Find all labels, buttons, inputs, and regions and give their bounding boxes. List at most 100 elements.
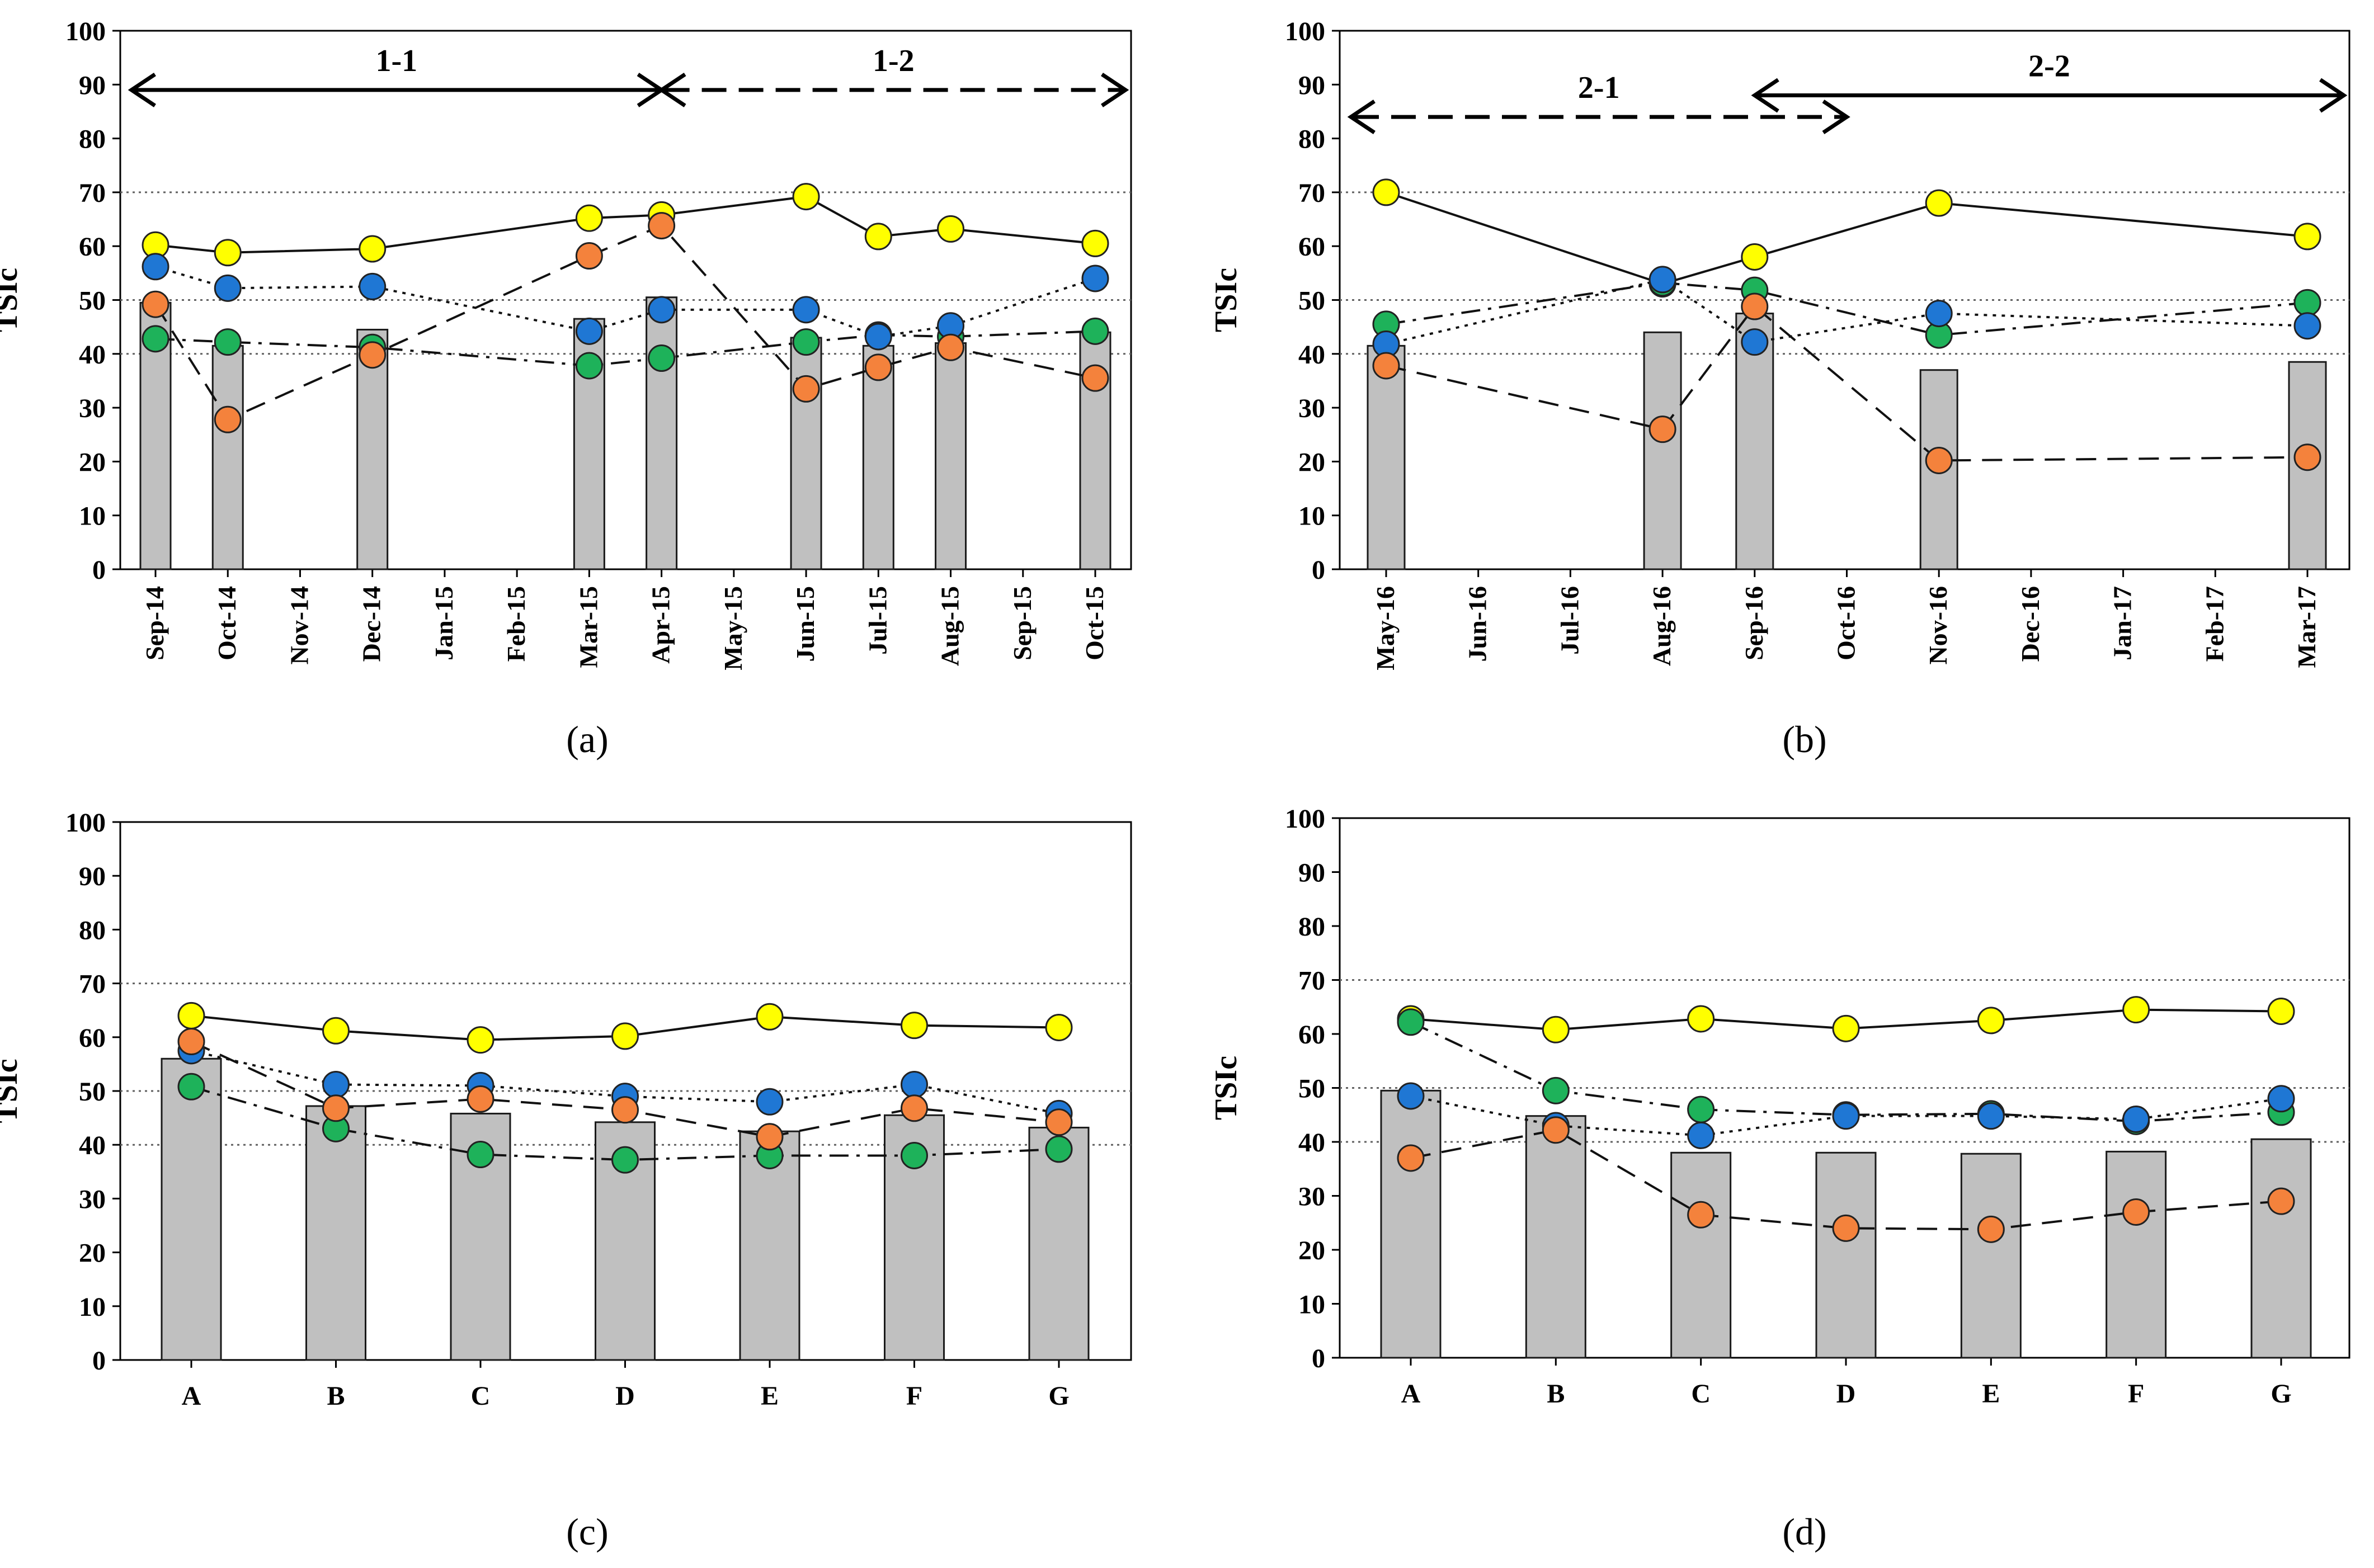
panel-a-y-tick-label: 0 [92, 555, 106, 585]
panel-b-period-label: 2-2 [2028, 49, 2070, 84]
panel-d-yellow-point [2122, 996, 2150, 1024]
panel-a-y-tick-label: 80 [79, 125, 106, 154]
panel-a-y-tick-label: 30 [79, 394, 106, 423]
panel-b-x-tick-label: Aug-16 [1647, 586, 1676, 666]
panel-d-y-tick-label: 40 [1298, 1128, 1325, 1158]
panel-c-y-tick-label: 30 [79, 1184, 106, 1214]
panel-a-orange-point [648, 212, 676, 240]
panel-d-y-tick-label: 0 [1312, 1344, 1325, 1373]
panel-b-blue-point [1741, 328, 1769, 356]
panel-d-blue-point [1397, 1082, 1425, 1110]
panel-c-x-tick-label: G [1048, 1381, 1069, 1411]
panel-a-blue-point [142, 253, 169, 281]
panel-a-yellow-point [575, 204, 603, 232]
panel-c-yellow-point [322, 1017, 350, 1045]
panel-b-blue-point [2293, 312, 2321, 340]
panel-d-x-tick-label: F [2128, 1379, 2144, 1409]
panel-b-y-tick-label: 50 [1298, 286, 1325, 316]
panel-d-x-tick-label: B [1547, 1379, 1565, 1409]
panel-b-y-tick-label: 0 [1312, 555, 1325, 585]
panel-c-bar [161, 1057, 222, 1361]
panel-c-chart: 0 10 20 30 40 50 60 70 80 90 100 TSIc A B C D E F G [0, 808, 1132, 1411]
panel-c-x-tick-label: A [182, 1381, 201, 1411]
panel-a-green-point [792, 328, 820, 356]
panel-a-blue-point [792, 296, 820, 324]
panel-b-y-tick-label: 60 [1298, 232, 1325, 262]
panel-a-blue-point [359, 272, 387, 300]
panel-a-x-tick-label: Oct-15 [1080, 586, 1109, 660]
panel-b-y-axis-label: TSIc [1209, 268, 1243, 332]
panel-d-yellow-point [1977, 1007, 2005, 1035]
panel-c-orange-point [756, 1123, 784, 1151]
panel-c-x-tick-label: C [471, 1381, 491, 1411]
panel-a-orange-point [359, 341, 387, 369]
panel-a-y-tick-label: 10 [79, 502, 106, 531]
panel-d-bar [1960, 1153, 2022, 1359]
panel-c-yellow-point [756, 1003, 784, 1031]
panel-c-y-tick-label: 60 [79, 1023, 106, 1053]
panel-a-x-tick-label: Aug-15 [936, 586, 964, 666]
panel-b-x-tick-label: Jul-16 [1555, 586, 1584, 655]
panel-a-orange-point [937, 333, 965, 361]
panel-c-yellow-point [901, 1012, 928, 1040]
panel-b-x-tick-label: Nov-16 [1924, 586, 1952, 665]
panel-d-orange-point [1832, 1214, 1860, 1242]
panel-d-bar [2250, 1138, 2312, 1359]
panel-d-orange-point [2122, 1198, 2150, 1226]
panel-a-green-point [648, 344, 676, 372]
panel-b-x-tick-label: Dec-16 [2016, 586, 2045, 662]
panel-a-bar [356, 328, 389, 570]
panel-b-label: (b) [1782, 718, 1826, 761]
panel-c-y-tick-label: 80 [79, 915, 106, 945]
panel-c-blue-point [756, 1088, 784, 1116]
panel-c-y-tick-label: 50 [79, 1077, 106, 1107]
panel-d-x-tick-label: D [1836, 1379, 1856, 1409]
panel-d-chart: 0 10 20 30 40 50 60 70 80 90 100 TSIc A B C D E F G [1209, 804, 2351, 1409]
panel-a-yellow-point [1081, 229, 1109, 257]
panel-c-y-tick-label: 0 [92, 1346, 106, 1376]
panel-d-green-point [1542, 1076, 1570, 1104]
panel-d-y-tick-label: 70 [1298, 966, 1325, 996]
panel-b-period-arrow-head-left [1751, 78, 1779, 113]
panel-a-chart: 0 10 20 30 40 50 60 70 80 90 100 TSIc Sep-14 Oct-14 No… [0, 17, 1132, 670]
panel-b-period-arrow-head-left [1347, 100, 1376, 134]
panel-d-green-point [1397, 1008, 1425, 1036]
panel-c-x-tick-label: E [761, 1381, 779, 1411]
panel-d-y-tick-label: 20 [1298, 1236, 1325, 1265]
panel-a-x-tick-label: May-15 [719, 586, 747, 670]
panel-d-yellow-point [1832, 1014, 1860, 1042]
panel-a-green-point [142, 325, 169, 353]
panel-a-bar [211, 344, 244, 570]
panel-d-y-tick-label: 10 [1298, 1290, 1325, 1320]
panel-a-period-arrow-1-2: 1-2 [658, 44, 1129, 107]
panel-a-orange-point [864, 353, 892, 381]
panel-d-y-tick-label: 80 [1298, 912, 1325, 942]
panel-b-x-tick-label: Sep-16 [1740, 586, 1768, 660]
panel-b-chart: 0 10 20 30 40 50 60 70 80 90 100 TSIc May-16 Jun-16 Ju… [1209, 17, 2351, 670]
panel-d-orange-point [1977, 1215, 2005, 1243]
panel-a-bar [646, 296, 678, 570]
panel-d-blue-point [2122, 1105, 2150, 1133]
panel-a-green-point [214, 328, 242, 356]
panel-c-blue-point [901, 1070, 928, 1098]
panel-d-blue-point [1687, 1121, 1715, 1149]
panel-c-y-tick-label: 70 [79, 970, 106, 999]
panel-c-bar [305, 1105, 366, 1361]
panel-a-orange-point [792, 375, 820, 403]
panel-b-period-arrow-2-1: 2-1 [1347, 70, 1850, 134]
panel-d-y-tick-label: 100 [1285, 804, 1325, 834]
panel-c-green-point [177, 1073, 205, 1101]
panel-c-y-tick-label: 100 [65, 808, 106, 838]
panel-a-y-tick-label: 60 [79, 232, 106, 262]
panel-b-y-tick-label: 80 [1298, 125, 1325, 154]
panel-a-x-tick-label: Sep-15 [1008, 586, 1037, 660]
panel-d-x-tick-label: G [2271, 1379, 2291, 1409]
panel-c-green-point [467, 1141, 494, 1169]
panel-a-orange-point [1081, 364, 1109, 392]
panel-a-y-tick-label: 70 [79, 178, 106, 208]
panel-b-bar [1367, 344, 1406, 570]
panel-a-blue-point [648, 296, 676, 324]
panel-b-period-arrow-2-2: 2-2 [1751, 49, 2348, 113]
panel-c-yellow-point [467, 1026, 494, 1054]
panel-c-y-tick-label: 20 [79, 1239, 106, 1268]
